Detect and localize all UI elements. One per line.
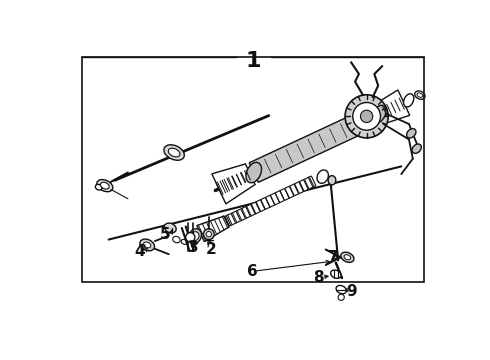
Ellipse shape xyxy=(186,233,195,242)
Polygon shape xyxy=(225,176,316,226)
Polygon shape xyxy=(212,164,255,204)
Ellipse shape xyxy=(172,236,180,243)
Ellipse shape xyxy=(415,91,425,99)
Circle shape xyxy=(345,95,388,138)
Polygon shape xyxy=(197,216,229,242)
Polygon shape xyxy=(378,90,410,122)
Circle shape xyxy=(353,103,381,130)
Ellipse shape xyxy=(317,170,328,183)
Text: 1: 1 xyxy=(245,51,261,71)
Ellipse shape xyxy=(140,239,154,251)
Ellipse shape xyxy=(144,242,151,248)
Ellipse shape xyxy=(203,229,214,239)
Ellipse shape xyxy=(189,229,201,244)
Text: 3: 3 xyxy=(188,240,198,255)
Text: 7: 7 xyxy=(328,250,339,265)
Text: 9: 9 xyxy=(347,284,357,299)
Ellipse shape xyxy=(344,255,351,260)
Text: 8: 8 xyxy=(313,270,323,285)
Text: 2: 2 xyxy=(206,242,217,257)
Text: 4: 4 xyxy=(134,244,145,258)
Ellipse shape xyxy=(404,94,414,107)
Ellipse shape xyxy=(417,93,423,97)
Text: 6: 6 xyxy=(246,264,257,279)
Ellipse shape xyxy=(336,285,346,294)
Ellipse shape xyxy=(341,252,354,262)
Ellipse shape xyxy=(206,231,212,237)
Ellipse shape xyxy=(331,270,341,278)
Ellipse shape xyxy=(164,223,176,233)
Ellipse shape xyxy=(96,184,102,190)
Text: 5: 5 xyxy=(160,227,170,242)
Circle shape xyxy=(338,294,344,300)
Ellipse shape xyxy=(168,148,180,157)
Polygon shape xyxy=(249,104,384,183)
Ellipse shape xyxy=(164,145,184,160)
Ellipse shape xyxy=(412,144,421,153)
Ellipse shape xyxy=(191,232,199,241)
Ellipse shape xyxy=(328,176,336,185)
Ellipse shape xyxy=(407,129,416,138)
Ellipse shape xyxy=(100,182,109,189)
Circle shape xyxy=(361,110,373,122)
Ellipse shape xyxy=(373,105,386,123)
Ellipse shape xyxy=(181,239,187,244)
Ellipse shape xyxy=(246,162,262,183)
Bar xyxy=(82,57,424,282)
Ellipse shape xyxy=(97,180,113,192)
